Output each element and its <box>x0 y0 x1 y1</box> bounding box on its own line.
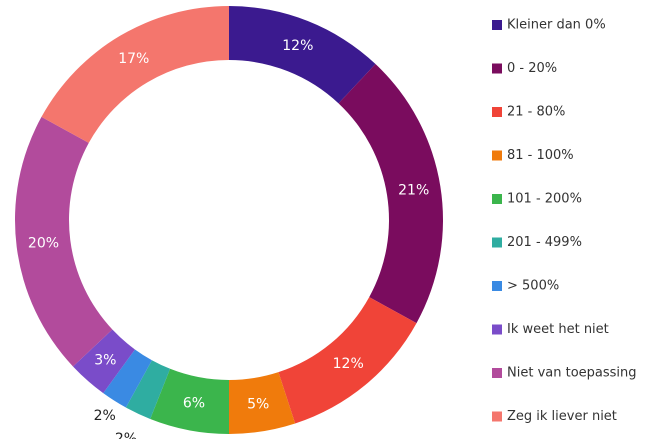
donut-slice <box>150 368 229 434</box>
donut-slice <box>338 64 443 324</box>
donut-slice <box>15 116 113 367</box>
legend-swatch <box>492 63 502 74</box>
legend-swatch <box>492 324 502 335</box>
legend-swatch <box>492 20 502 30</box>
legend-swatch <box>492 237 502 248</box>
slice-label: 20% <box>28 235 59 251</box>
slice-label: 12% <box>282 38 313 54</box>
donut-slice <box>41 6 230 143</box>
legend-label: > 500% <box>507 279 559 294</box>
donut-slice <box>125 360 171 419</box>
legend-swatch <box>492 107 502 117</box>
legend-swatch <box>492 150 502 161</box>
slice-label: 2% <box>94 408 116 424</box>
legend-label: 81 - 100% <box>507 148 574 163</box>
donut-slice <box>229 6 376 104</box>
legend-label: 101 - 200% <box>507 192 582 207</box>
legend-label: 0 - 20% <box>507 61 557 76</box>
legend-swatch <box>492 368 502 378</box>
slice-label: 12% <box>333 356 364 372</box>
slice-label: 21% <box>398 183 429 199</box>
legend-label: Kleiner dan 0% <box>507 18 606 33</box>
donut-slice <box>73 329 135 394</box>
legend-label: 201 - 499% <box>507 235 582 250</box>
slice-label: 6% <box>183 396 205 412</box>
slice-label: 5% <box>247 397 269 413</box>
donut-slice <box>278 297 417 424</box>
legend-label: Zeg ik liever niet <box>507 409 617 424</box>
legend-label: Ik weet het niet <box>507 322 609 337</box>
slice-label: 2% <box>115 431 137 439</box>
slice-label: 3% <box>94 352 116 368</box>
donut-slice <box>229 372 296 434</box>
legend-label: Niet van toepassing <box>507 366 637 381</box>
legend-swatch <box>492 194 502 204</box>
legend-swatch <box>492 281 502 291</box>
donut-slice <box>103 349 152 408</box>
slice-label: 17% <box>118 51 149 67</box>
legend-swatch <box>492 411 502 422</box>
legend-label: 21 - 80% <box>507 105 565 120</box>
